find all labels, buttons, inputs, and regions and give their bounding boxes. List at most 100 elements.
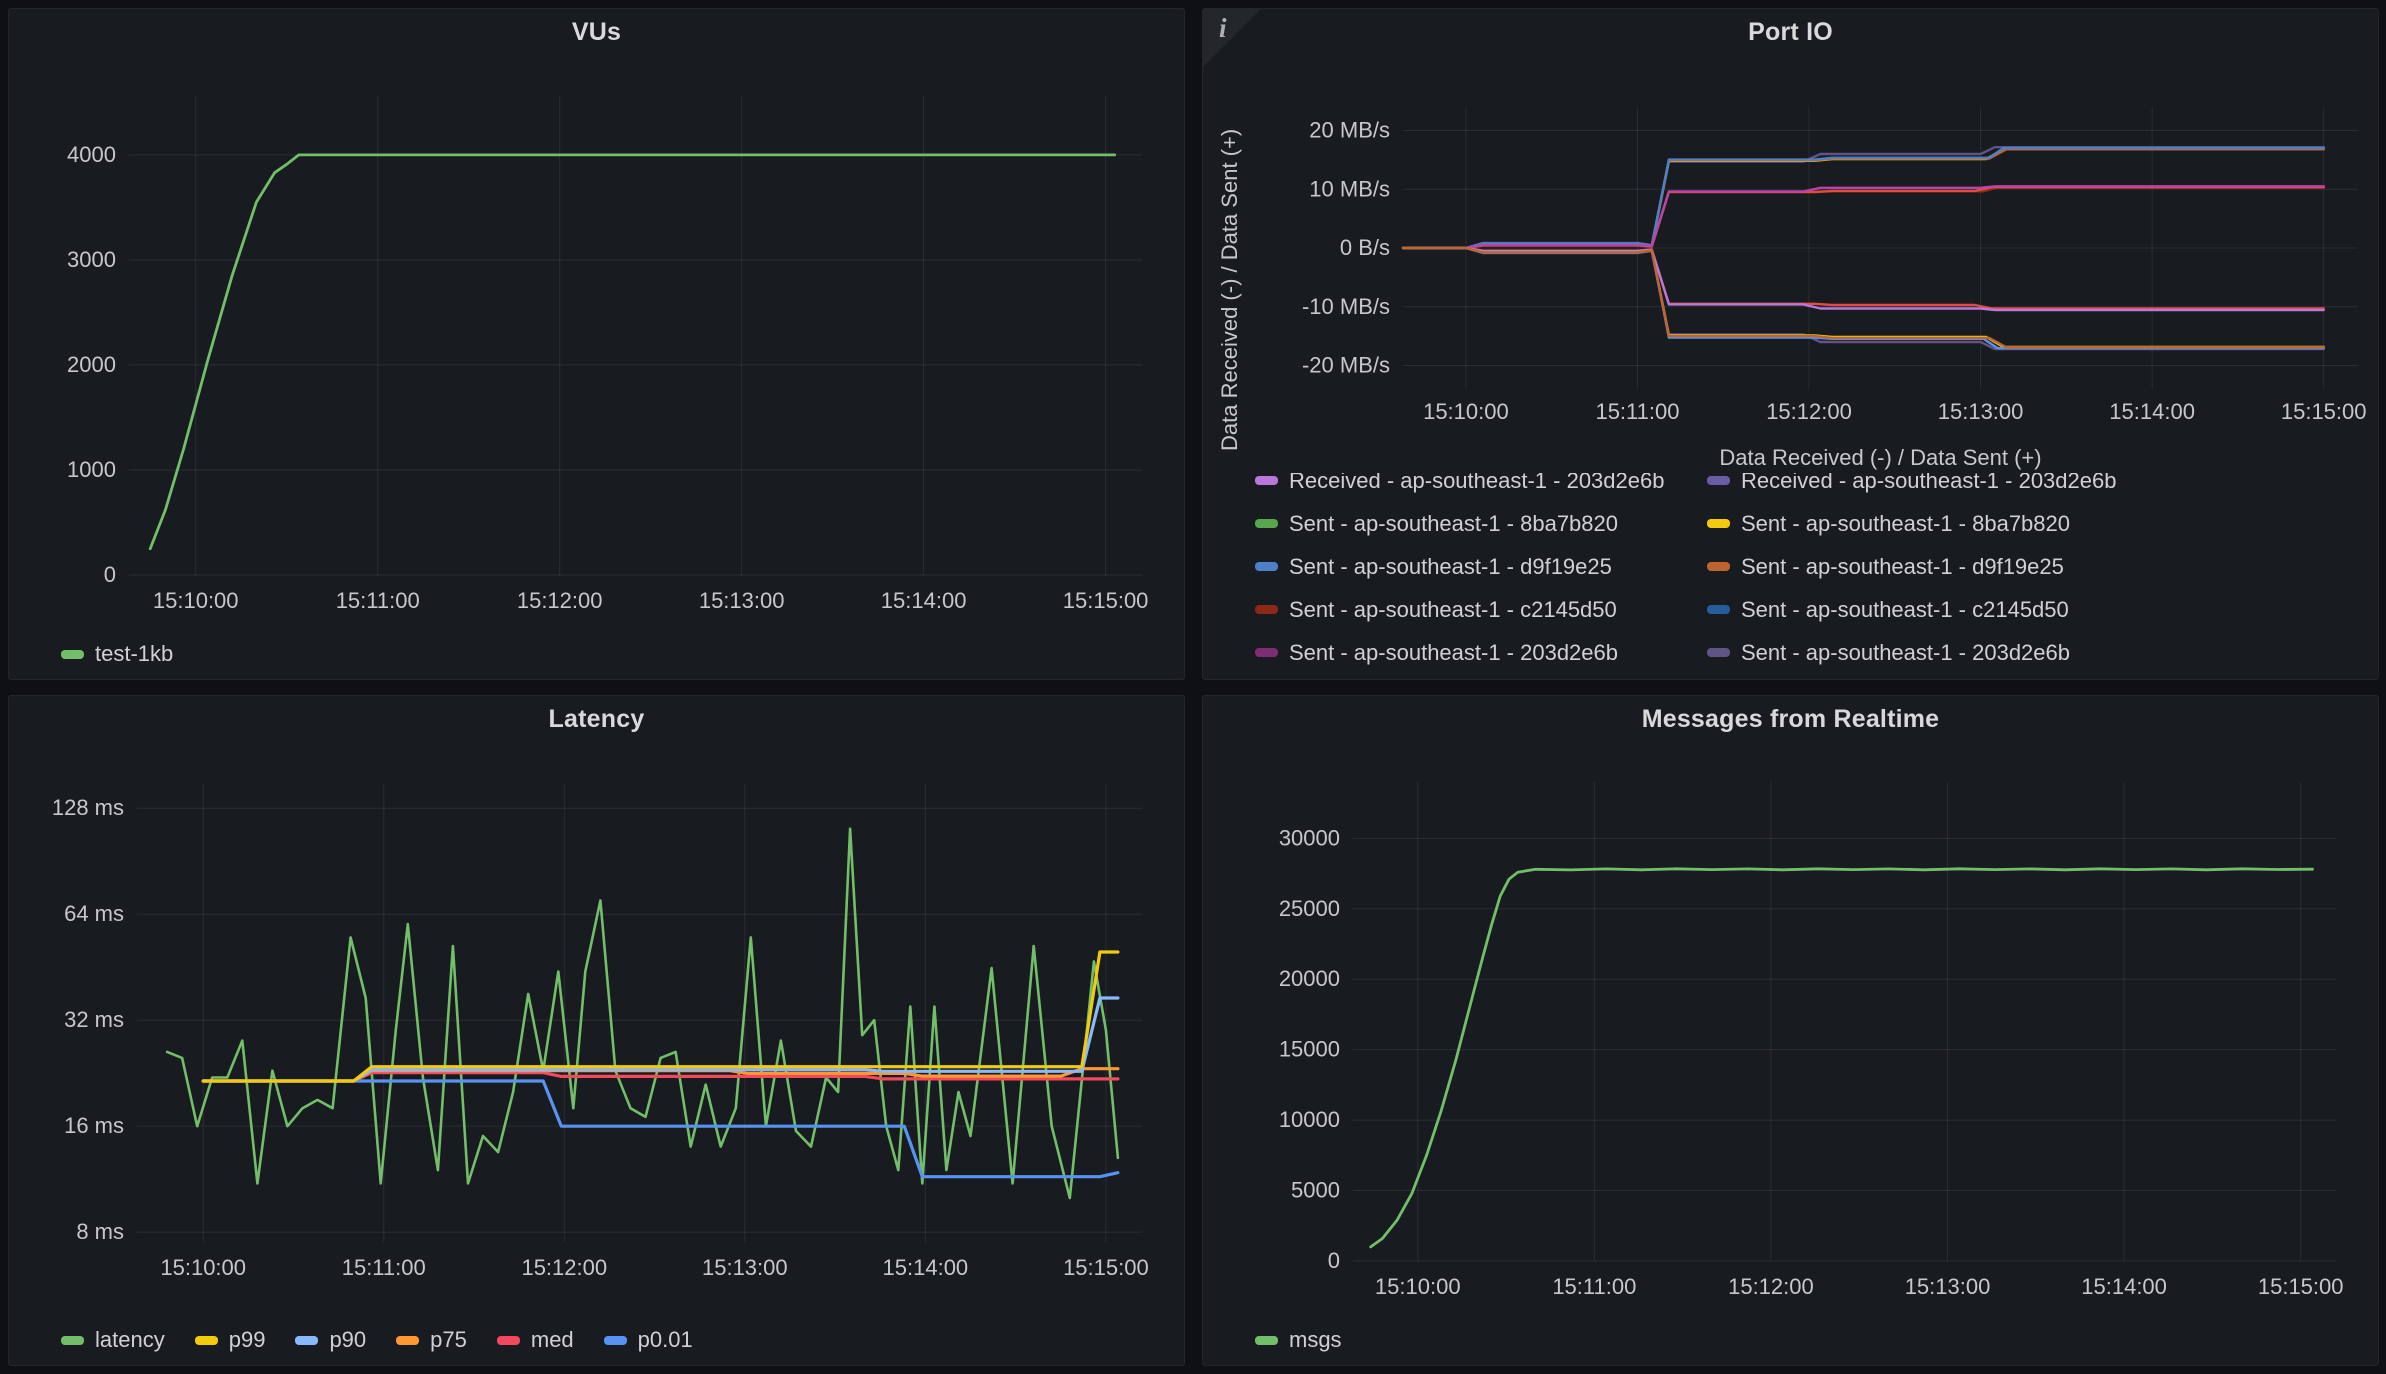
- panel-header-messages[interactable]: Messages from Realtime: [1203, 696, 2378, 742]
- legend-swatch: [1255, 605, 1278, 614]
- y-tick-label: 4000: [67, 142, 116, 167]
- legend-item-sent-ap-southeast-1-d9f19e25[interactable]: Sent - ap-southeast-1 - d9f19e25: [1707, 545, 2378, 588]
- legend-swatch: [1255, 476, 1278, 485]
- series-sent-ap-southeast-1-8ba7b820: [1403, 149, 2324, 248]
- y-tick-label: 16 ms: [64, 1113, 124, 1138]
- x-tick-label: 15:15:00: [1063, 588, 1149, 613]
- legend-item-sent-ap-southeast-1-c2145d50[interactable]: Sent - ap-southeast-1 - c2145d50: [1255, 588, 1707, 631]
- y-tick-label: 20000: [1279, 966, 1340, 991]
- panel-header-vus[interactable]: VUs: [9, 9, 1184, 55]
- y-tick-label: 1000: [67, 457, 116, 482]
- legend-item-p99[interactable]: p99: [195, 1327, 266, 1353]
- legend-swatch: [1707, 476, 1730, 485]
- x-tick-label: 15:11:00: [1595, 399, 1679, 424]
- legend-label: p75: [430, 1327, 467, 1353]
- legend-label: Received - ap-southeast-1 - 203d2e6b: [1741, 473, 2116, 494]
- y-tick-label: 10000: [1279, 1107, 1340, 1132]
- x-tick-label: 15:15:00: [1063, 1255, 1149, 1280]
- legend-label: Sent - ap-southeast-1 - c2145d50: [1289, 597, 1617, 623]
- dashboard-grid: VUs 15:10:0015:11:0015:12:0015:13:0015:1…: [0, 0, 2386, 1374]
- legend-label: Sent - ap-southeast-1 - d9f19e25: [1289, 554, 1612, 580]
- x-tick-label: 15:12:00: [517, 588, 603, 613]
- legend-item-med[interactable]: med: [497, 1327, 574, 1353]
- y-tick-label: 30000: [1279, 825, 1340, 850]
- series-received-ap-southeast-1-203d2e6b: [1403, 248, 2324, 310]
- legend-item-test-1kb[interactable]: test-1kb: [61, 641, 173, 667]
- legend-item-sent-ap-southeast-1-8ba7b820[interactable]: Sent - ap-southeast-1 - 8ba7b820: [1707, 502, 2378, 545]
- y-tick-label: 5000: [1291, 1178, 1340, 1203]
- port-io-chart[interactable]: 15:10:0015:11:0015:12:0015:13:0015:14:00…: [1203, 55, 2378, 445]
- series-sent-ap-southeast-1-8ba7b820: [1403, 148, 2324, 248]
- x-tick-label: 15:14:00: [881, 588, 967, 613]
- legend-swatch: [604, 1336, 627, 1345]
- legend-label: Sent - ap-southeast-1 - 8ba7b820: [1741, 511, 2070, 537]
- x-tick-label: 15:13:00: [699, 588, 785, 613]
- legend-swatch: [1255, 562, 1278, 571]
- legend-swatch: [497, 1336, 520, 1345]
- legend-label: Received - ap-southeast-1 - 203d2e6b: [1289, 473, 1664, 494]
- legend-swatch: [1707, 648, 1730, 657]
- legend-item-msgs[interactable]: msgs: [1255, 1327, 1342, 1353]
- x-tick-label: 15:14:00: [2109, 399, 2195, 424]
- series-latency: [167, 829, 1118, 1198]
- legend-label: Sent - ap-southeast-1 - 8ba7b820: [1289, 511, 1618, 537]
- legend-swatch: [61, 1336, 84, 1345]
- legend-swatch: [396, 1336, 419, 1345]
- legend-item-latency[interactable]: latency: [61, 1327, 165, 1353]
- series-received-ap-southeast-1-203d2e6b: [1403, 248, 2324, 349]
- y-tick-label: 2000: [67, 352, 116, 377]
- series-sent-ap-southeast-1-d9f19e25: [1403, 149, 2324, 248]
- port-io-x-axis-label: Data Received (-) / Data Sent (+): [1203, 445, 2378, 473]
- panel-vus: VUs 15:10:0015:11:0015:12:0015:13:0015:1…: [8, 8, 1185, 680]
- messages-chart[interactable]: 15:10:0015:11:0015:12:0015:13:0015:14:00…: [1203, 742, 2378, 1321]
- legend-item-received-ap-southeast-1-203d2e6b[interactable]: Received - ap-southeast-1 - 203d2e6b: [1255, 473, 1707, 502]
- port-io-y-axis-label: Data Received (-) / Data Sent (+): [1217, 103, 1247, 451]
- legend-item-p75[interactable]: p75: [396, 1327, 467, 1353]
- legend-item-sent-ap-southeast-1-d9f19e25[interactable]: Sent - ap-southeast-1 - d9f19e25: [1255, 545, 1707, 588]
- legend-label: msgs: [1289, 1327, 1342, 1353]
- panel-messages-from-realtime: Messages from Realtime 15:10:00 15:11:00 1…: [1202, 695, 2379, 1366]
- legend-item-sent-ap-southeast-1-c2145d50[interactable]: Sent - ap-southeast-1 - c2145d50: [1707, 588, 2378, 631]
- legend-item-sent-ap-southeast-1-203d2e6b[interactable]: Sent - ap-southeast-1 - 203d2e6b: [1707, 631, 2378, 674]
- panel-header-latency[interactable]: Latency: [9, 696, 1184, 742]
- legend-swatch: [1255, 648, 1278, 657]
- panel-header-port-io[interactable]: Port IO: [1203, 9, 2378, 55]
- legend-swatch: [1255, 519, 1278, 528]
- series-sent-ap-southeast-1-203d2e6b: [1403, 186, 2324, 248]
- legend-swatch: [61, 650, 84, 659]
- y-tick-label: 15000: [1279, 1037, 1340, 1062]
- x-tick-label: 15:10:00: [1423, 399, 1509, 424]
- series-received-ap-southeast-1-203d2e6b: [1403, 248, 2324, 347]
- x-tick-label: 15:11:00: [1552, 1274, 1636, 1299]
- legend-swatch: [1707, 519, 1730, 528]
- x-tick-label: 15:10:00: [160, 1255, 246, 1280]
- legend-item-sent-ap-southeast-1-8ba7b820[interactable]: Sent - ap-southeast-1 - 8ba7b820: [1255, 502, 1707, 545]
- series-sent-ap-southeast-1-203d2e6b: [1403, 147, 2324, 248]
- latency-chart[interactable]: 15:10:0015:11:0015:12:0015:13:0015:14:00…: [9, 742, 1184, 1321]
- messages-legend: msgs: [1203, 1321, 2378, 1365]
- panel-info-corner[interactable]: [1203, 9, 1261, 67]
- x-tick-label: 15:12:00: [1728, 1274, 1814, 1299]
- legend-label: p99: [229, 1327, 266, 1353]
- legend-item-p90[interactable]: p90: [295, 1327, 366, 1353]
- y-tick-label: 10 MB/s: [1309, 176, 1390, 201]
- legend-label: med: [531, 1327, 574, 1353]
- x-tick-label: 15:10:00: [1375, 1274, 1461, 1299]
- legend-swatch: [1255, 1336, 1278, 1345]
- y-tick-label: 0: [104, 562, 116, 587]
- x-tick-label: 15:15:00: [2281, 399, 2367, 424]
- legend-item-sent-ap-southeast-1-203d2e6b[interactable]: Sent - ap-southeast-1 - 203d2e6b: [1255, 631, 1707, 674]
- legend-label: p0.01: [638, 1327, 693, 1353]
- legend-swatch: [195, 1336, 218, 1345]
- x-tick-label: 15:15:00: [2258, 1274, 2344, 1299]
- legend-label: Sent - ap-southeast-1 - d9f19e25: [1741, 554, 2064, 580]
- panel-title-latency: Latency: [549, 705, 645, 734]
- legend-item-p0.01[interactable]: p0.01: [604, 1327, 693, 1353]
- latency-legend: latency p99 p90 p75 med p0.01: [9, 1321, 1184, 1365]
- y-tick-label: 25000: [1279, 896, 1340, 921]
- legend-item-received-ap-southeast-1-203d2e6b[interactable]: Received - ap-southeast-1 - 203d2e6b: [1707, 473, 2378, 502]
- vus-chart[interactable]: 15:10:0015:11:0015:12:0015:13:0015:14:00…: [9, 55, 1184, 635]
- y-tick-label: 3000: [67, 247, 116, 272]
- port-io-legend: Received - ap-southeast-1 - 203d2e6b Rece…: [1203, 473, 2378, 679]
- x-tick-label: 15:14:00: [2081, 1274, 2167, 1299]
